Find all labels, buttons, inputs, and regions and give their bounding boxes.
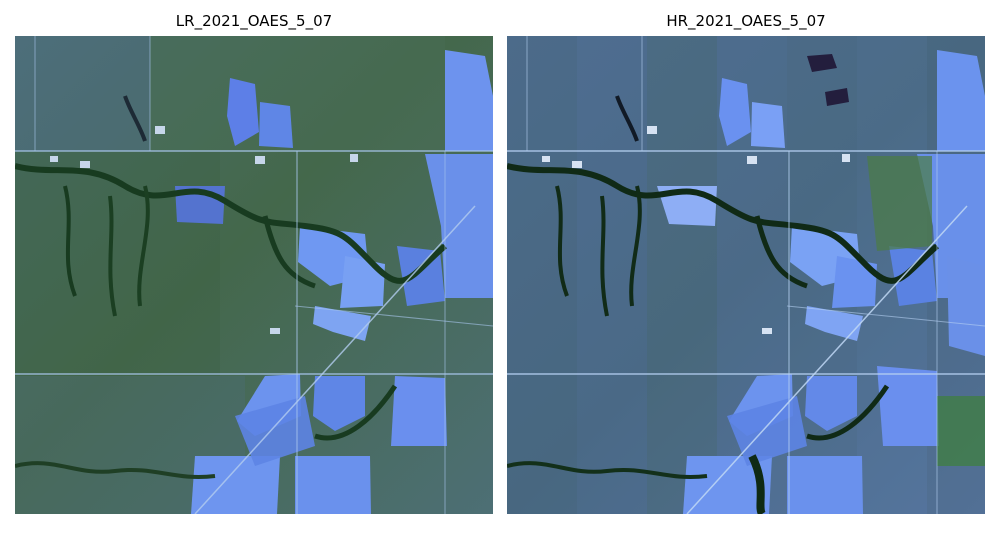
panel-title-hr: HR_2021_OAES_5_07	[666, 12, 826, 30]
panel-title-lr: LR_2021_OAES_5_07	[175, 12, 333, 30]
panel-hr: HR_2021_OAES_5_07	[507, 0, 985, 515]
satellite-image-lr	[15, 36, 493, 514]
satellite-image-hr	[507, 36, 985, 514]
panel-lr: LR_2021_OAES_5_07	[15, 0, 493, 515]
